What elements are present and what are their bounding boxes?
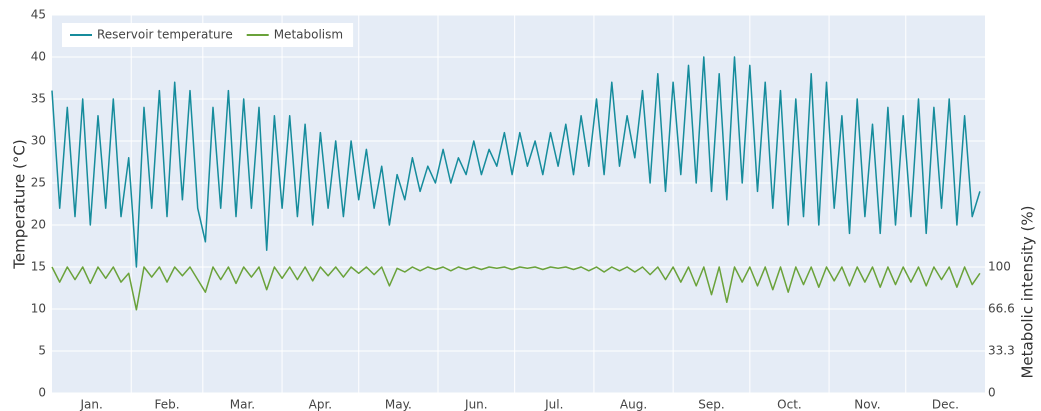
y-tick-label: 40 [31, 50, 46, 64]
y2-tick-label: 66.6 [988, 302, 1015, 316]
y-axis-title: Temperature (°C) [11, 139, 29, 269]
y-tick-label: 35 [31, 92, 46, 106]
y2-tick-label: 33.3 [988, 344, 1015, 358]
y2-tick-label: 100 [988, 260, 1011, 274]
x-tick-label: Apr. [309, 398, 332, 411]
legend-label: Metabolism [274, 28, 343, 42]
legend-box [62, 23, 354, 47]
x-tick-label: Jan. [79, 398, 102, 411]
y-tick-label: 20 [31, 218, 46, 232]
y-tick-label: 30 [31, 134, 46, 148]
x-tick-label: Jun. [464, 398, 488, 411]
x-tick-label: Mar. [230, 398, 255, 411]
y-tick-label: 0 [38, 386, 46, 400]
lines [51, 56, 981, 311]
legend-label: Reservoir temperature [97, 28, 233, 42]
y-tick-label: 45 [31, 8, 46, 22]
labels: 0 5 10 15 20 25 30 35 40 45 0 33.3 66.6 100 Jan. Feb. Ma… [31, 8, 1015, 411]
y-tick-label: 10 [31, 302, 46, 316]
x-tick-label: Oct. [777, 398, 802, 411]
y-tick-label: 15 [31, 260, 46, 274]
series-line [51, 266, 981, 311]
x-tick-label: Jul. [544, 398, 563, 411]
y2-axis-title: Metabolic intensity (%) [1019, 205, 1037, 378]
x-tick-label: Aug. [620, 398, 647, 411]
legend: Reservoir temperature Metabolism [62, 23, 354, 47]
y2-tick-label: 0 [988, 386, 996, 400]
y-tick-label: 25 [31, 176, 46, 190]
x-tick-label: May. [385, 398, 412, 411]
x-tick-label: Nov. [854, 398, 880, 411]
plot-area [52, 15, 985, 393]
x-tick-label: Dec. [932, 398, 959, 411]
series-line [51, 56, 981, 268]
x-tick-label: Sep. [698, 398, 724, 411]
y-tick-label: 5 [38, 344, 46, 358]
x-tick-label: Feb. [154, 398, 179, 411]
